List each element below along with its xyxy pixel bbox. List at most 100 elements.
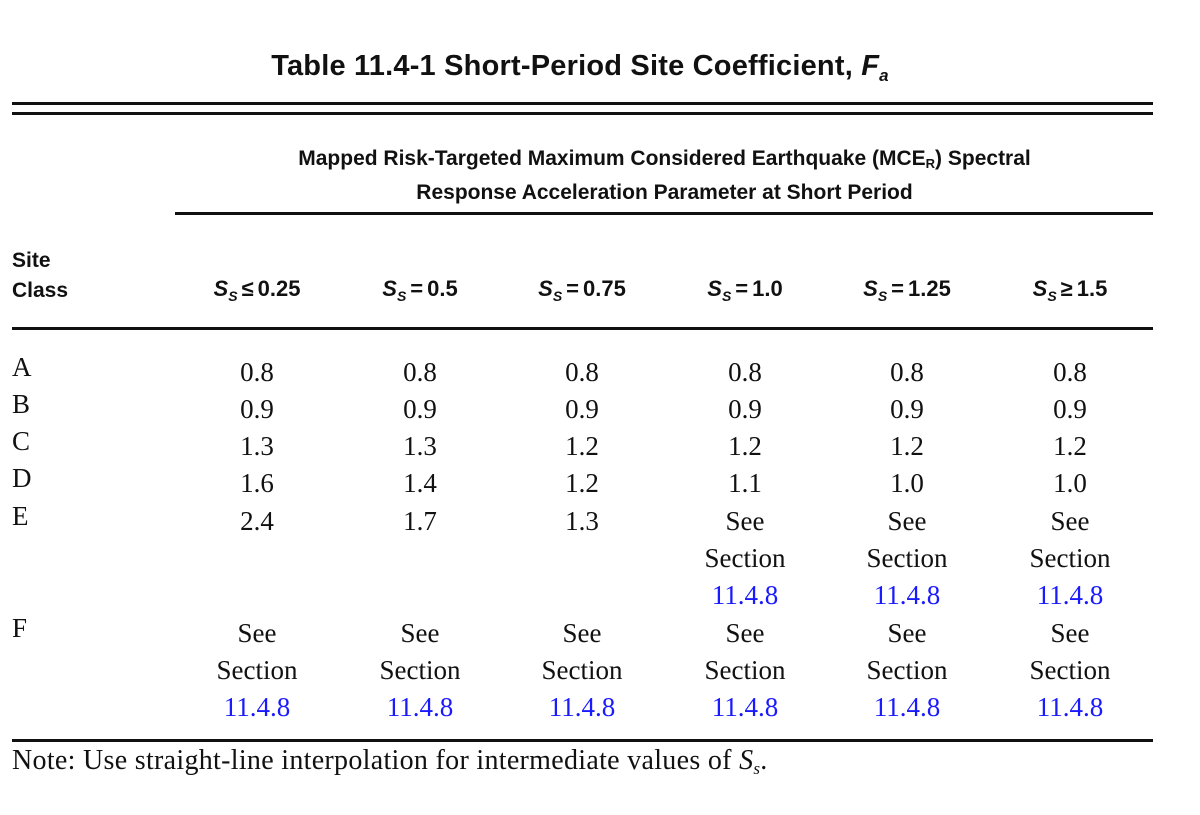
column-header: SS = 1.25 [822, 276, 992, 304]
note-symbol: S [739, 745, 754, 776]
coefficient-cell: 0.9 [403, 394, 437, 424]
column-header: SS = 0.5 [335, 276, 505, 304]
site-class-c: C [12, 426, 31, 456]
see-text: See [400, 618, 440, 648]
title-symbol-sub: a [879, 66, 889, 85]
coefficient-cell: 0.8 [240, 357, 274, 387]
column-header: SS = 1.0 [660, 276, 830, 304]
see-text: See [887, 618, 927, 648]
column-operator: ≥ [1060, 276, 1073, 301]
site-class-label: Site Class [12, 249, 69, 302]
section-text: Section [704, 655, 786, 685]
column-value: 0.25 [257, 276, 301, 301]
column-header: SS ≥1.5 [985, 276, 1155, 304]
column-operator: = [735, 276, 749, 301]
group-header-rule [175, 212, 1153, 215]
site-class-b: B [12, 389, 31, 419]
see-text: See [237, 618, 277, 648]
see-text: See [1050, 618, 1090, 648]
see-section-cell: See Section 11.4.8 [832, 615, 982, 726]
column-group-header: Mapped Risk-Targeted Maximum Considered … [172, 144, 1157, 207]
coefficient-cell: 1.2 [1053, 431, 1087, 461]
section-text: Section [541, 655, 623, 685]
see-text: See [725, 506, 765, 536]
coefficient-cell: 0.9 [890, 394, 924, 424]
column-value: 0.75 [583, 276, 626, 301]
coefficient-cell: 0.9 [240, 394, 274, 424]
coefficient-cell: 0.9 [1053, 394, 1087, 424]
see-section-cell: See Section 11.4.8 [670, 615, 820, 726]
coefficient-cell: 1.0 [1053, 468, 1087, 498]
section-link[interactable]: 11.4.8 [711, 580, 779, 610]
top-double-rule-1 [12, 102, 1153, 105]
section-link[interactable]: 11.4.8 [548, 692, 616, 722]
section-link[interactable]: 11.4.8 [711, 692, 779, 722]
section-link[interactable]: 11.4.8 [873, 580, 941, 610]
coefficient-cell: 0.8 [890, 357, 924, 387]
section-text: Section [866, 543, 948, 573]
section-link[interactable]: 11.4.8 [873, 692, 941, 722]
column-symbol-sub: S [721, 288, 732, 304]
section-text: Section [216, 655, 298, 685]
site-class-d: D [12, 463, 32, 493]
note-symbol-sub: s [753, 759, 761, 778]
coefficient-cell: 1.3 [240, 431, 274, 461]
coefficient-cell: 1.0 [890, 468, 924, 498]
title-symbol: F [861, 50, 880, 82]
coefficient-cell: 0.8 [1053, 357, 1087, 387]
section-text: Section [866, 655, 948, 685]
column-value: 1.5 [1076, 276, 1108, 301]
section-link[interactable]: 11.4.8 [386, 692, 454, 722]
coefficient-cell: 1.4 [403, 468, 437, 498]
column-symbol-sub: S [552, 288, 563, 304]
table-note: Note: Use straight-line interpolation fo… [12, 745, 768, 778]
column-symbol: S [382, 276, 397, 301]
column-header-rule [12, 327, 1153, 330]
coefficient-cell: 1.2 [728, 431, 762, 461]
section-text: Section [379, 655, 461, 685]
column-symbol: S [213, 276, 229, 301]
column-symbol: S [707, 276, 722, 301]
see-section-cell: See Section 11.4.8 [995, 615, 1145, 726]
section-link[interactable]: 11.4.8 [1036, 692, 1104, 722]
column-symbol-sub: S [877, 288, 888, 304]
see-text: See [725, 618, 765, 648]
column-symbol-sub: S [228, 288, 238, 304]
column-symbol-sub: S [396, 288, 407, 304]
column-operator: = [410, 276, 424, 301]
coefficient-cell: 1.2 [565, 431, 599, 461]
coefficient-cell: 1.2 [565, 468, 599, 498]
table-title: Table 11.4-1 Short-Period Site Coefficie… [0, 50, 1160, 86]
section-text: Section [1029, 655, 1111, 685]
coefficient-cell: 0.9 [565, 394, 599, 424]
see-section-cell: See Section 11.4.8 [995, 503, 1145, 614]
see-section-cell: See Section 11.4.8 [345, 615, 495, 726]
bottom-rule [12, 739, 1153, 742]
see-section-cell: See Section 11.4.8 [832, 503, 982, 614]
column-symbol: S [538, 276, 553, 301]
section-link[interactable]: 11.4.8 [223, 692, 291, 722]
coefficient-cell: 0.8 [403, 357, 437, 387]
see-text: See [562, 618, 602, 648]
coefficient-cell: 1.1 [728, 468, 762, 498]
coefficient-cell: 1.7 [403, 506, 437, 536]
column-header: SS = 0.75 [497, 276, 667, 304]
column-operator: = [566, 276, 580, 301]
coefficient-cell: 0.8 [565, 357, 599, 387]
header-line-2: Response Acceleration Parameter at Short… [416, 181, 913, 204]
column-value: 1.25 [908, 276, 951, 301]
coefficient-cell: 2.4 [240, 506, 274, 536]
column-operator: = [891, 276, 905, 301]
column-header: SS ≤0.25 [172, 276, 342, 304]
section-text: Section [1029, 543, 1111, 573]
coefficient-cell: 1.3 [565, 506, 599, 536]
coefficient-cell: 0.8 [728, 357, 762, 387]
top-double-rule-2 [12, 112, 1153, 115]
see-section-cell: See Section 11.4.8 [670, 503, 820, 614]
site-class-a: A [12, 352, 32, 382]
section-link[interactable]: 11.4.8 [1036, 580, 1104, 610]
see-text: See [1050, 506, 1090, 536]
coefficient-cell: 1.2 [890, 431, 924, 461]
coefficient-cell: 0.9 [728, 394, 762, 424]
header-line-1: Mapped Risk-Targeted Maximum Considered … [298, 147, 1031, 171]
